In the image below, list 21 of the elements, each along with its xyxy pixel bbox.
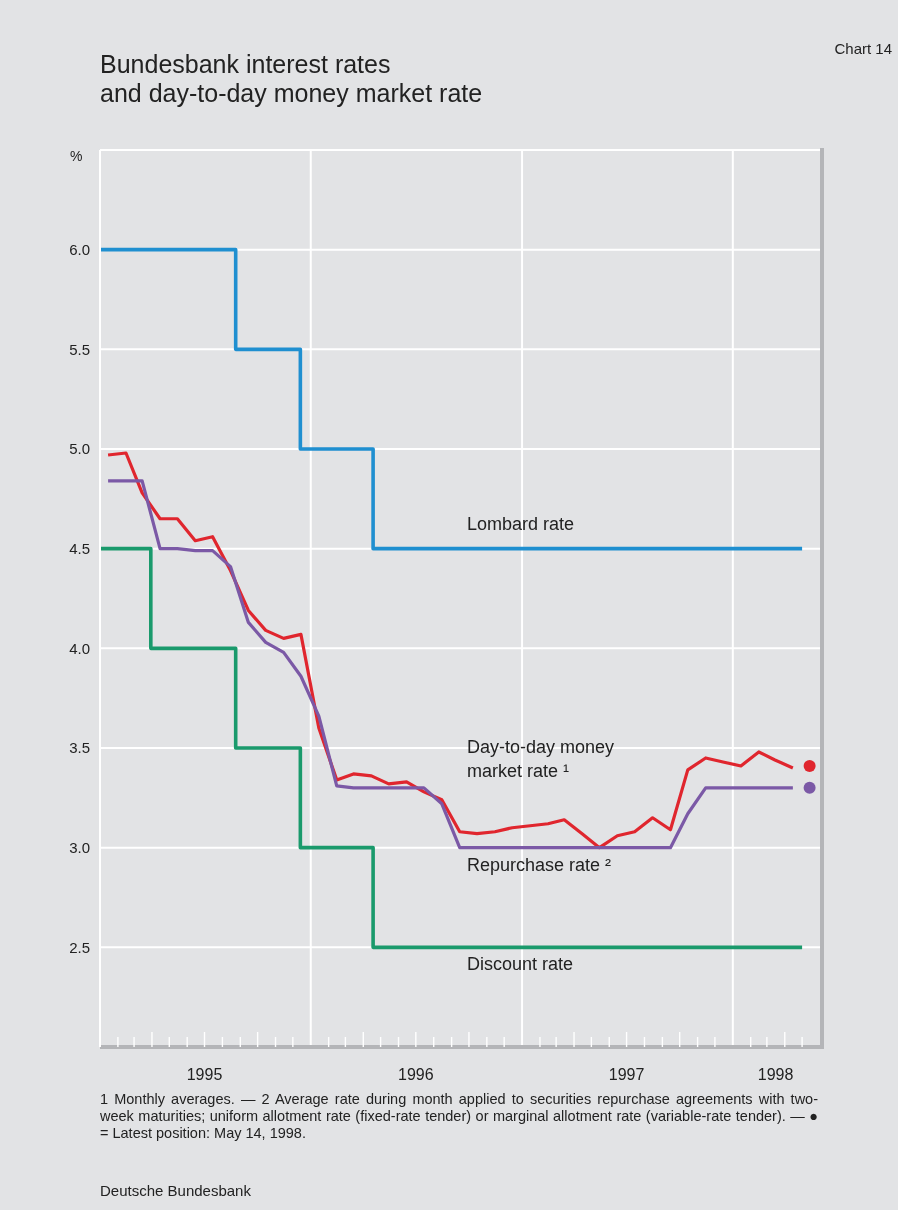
x-tick-label: 1995	[186, 1066, 223, 1083]
y-tick-label: 5.0	[69, 440, 90, 458]
y-tick-label: 6.0	[69, 240, 90, 258]
caption: Chart 14	[834, 40, 892, 57]
x-tick-label: 1997	[608, 1066, 645, 1083]
y-tick-label: 5.5	[69, 340, 90, 358]
x-tick-label: 1998	[757, 1066, 794, 1083]
y-tick-label: 4.0	[69, 639, 90, 657]
y-tick-label: 4.5	[69, 539, 90, 557]
text: Deutsche Bundesbank	[100, 1182, 251, 1199]
y-tick-label: 3.0	[69, 838, 90, 856]
text: 1 Monthly averages. — 2 Average rate during month applied to securities repurchase agreements with two-week maturities; uniform allotment rate (fixed-rate tender) or marginal allotment rate (variable-rate tender). — ● = Latest position: May 14, 1998.	[100, 1091, 818, 1142]
series-label: Day-to-day money market rate ¹	[467, 736, 616, 783]
series-label: Discount rate	[467, 953, 575, 976]
series-label: Lombard rate	[467, 513, 576, 536]
x-tick-label: 1996	[398, 1066, 434, 1083]
y-tick-label: 2.5	[69, 938, 90, 956]
chart-title: Bundesbank interest rates and day-to-day money market rate	[100, 50, 483, 108]
y-axis-title: %	[70, 148, 83, 164]
y-tick-label: 3.5	[69, 739, 90, 757]
series-label: Repurchase rate ²	[467, 854, 613, 877]
